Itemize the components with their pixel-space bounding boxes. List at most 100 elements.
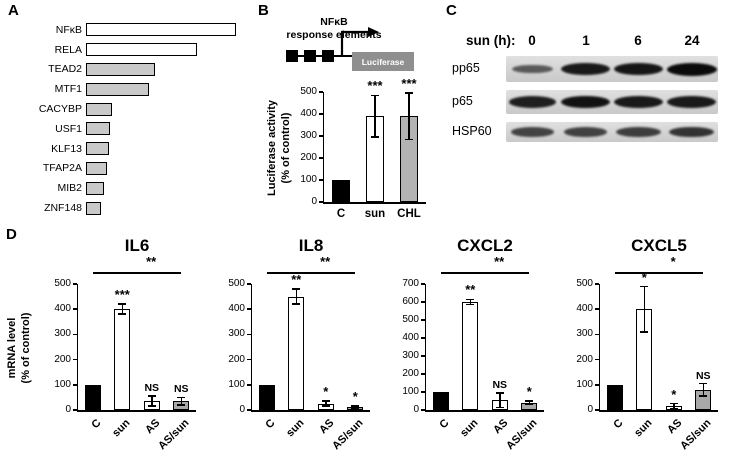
panel-b-label: B (258, 2, 269, 19)
bracket-significance-label: ** (494, 254, 505, 269)
response-element-box (304, 50, 316, 62)
y-tick (246, 384, 251, 386)
error-cap (371, 136, 379, 138)
bar-C (606, 384, 623, 410)
tf-row: KLF13 (24, 139, 250, 159)
tf-bar (86, 142, 109, 156)
blot-band (561, 62, 610, 76)
error-cap (495, 392, 504, 394)
y-tick-label: 100 (54, 378, 71, 390)
y-tick-label: 500 (300, 86, 317, 97)
tf-bar (86, 181, 104, 195)
y-tick (318, 201, 323, 203)
x-axis (76, 410, 196, 412)
blot-band (666, 62, 717, 76)
panel-d-y-axis-label-line1: mRNA level (6, 317, 18, 379)
timepoint-label: 0 (528, 33, 536, 48)
error-cap (495, 406, 504, 409)
y-tick-label: 0 (311, 196, 317, 207)
chart-title: CXCL5 (631, 236, 687, 255)
y-tick-label: 300 (54, 328, 71, 340)
blot-strip-pp65 (506, 56, 718, 82)
error-cap (351, 405, 360, 407)
y-tick (420, 373, 425, 375)
x-tick-label: sun (364, 208, 386, 220)
tf-bar (86, 62, 155, 76)
y-tick (420, 355, 425, 357)
panel-d-chart-cxcl2: CXCL2 0 100 200 300 400 500 600 700 C ** sun NS AS * AS… (382, 236, 552, 462)
tf-bar (86, 161, 107, 175)
bracket-significance-label: ** (320, 254, 331, 269)
chart-title: IL8 (298, 236, 324, 255)
y-tick-label: 0 (413, 404, 419, 415)
error-cap (466, 303, 475, 306)
tf-row: MTF1 (24, 79, 250, 99)
y-tick (420, 337, 425, 339)
y-tick (594, 409, 599, 411)
y-tick (318, 113, 323, 115)
y-tick (420, 391, 425, 393)
tf-label: CACYBP (38, 103, 82, 116)
error-bar (408, 93, 410, 140)
response-element-box (286, 50, 298, 62)
error-cap (640, 285, 649, 288)
y-tick (420, 409, 425, 411)
tf-bar (86, 102, 112, 116)
error-bar (469, 299, 471, 305)
significance-label: ** (465, 282, 476, 298)
error-cap (147, 395, 156, 397)
panel-d-y-axis-label-line2: (% of control) (19, 312, 32, 384)
error-bar (354, 406, 356, 409)
bar-C (332, 180, 350, 202)
error-bar (702, 383, 704, 397)
tf-label: NFκB (55, 23, 82, 36)
blot-band (508, 96, 557, 108)
y-tick-label: 500 (402, 314, 419, 325)
y-tick (318, 91, 323, 93)
blot-strip-hsp60 (506, 122, 718, 142)
y-tick-label: 200 (54, 353, 71, 365)
error-cap (292, 303, 301, 305)
y-tick-label: 200 (228, 353, 245, 365)
error-cap (292, 288, 301, 290)
error-cap (466, 298, 475, 301)
tf-label: MIB2 (57, 182, 82, 195)
y-tick-label: 200 (402, 368, 419, 379)
y-tick-label: 400 (300, 108, 317, 119)
error-cap (371, 94, 379, 97)
panel-a-label: A (8, 2, 19, 19)
y-tick-label: 100 (402, 386, 419, 397)
y-tick (72, 333, 77, 336)
y-axis (250, 284, 252, 412)
timepoint-label: 6 (634, 33, 642, 48)
tf-row: TFAP2A (24, 159, 250, 179)
tf-label: TEAD2 (48, 63, 82, 76)
panel-d-label: D (6, 226, 17, 243)
error-bar (151, 396, 153, 407)
bar-C (84, 384, 101, 410)
error-cap (118, 313, 127, 315)
error-cap (405, 92, 413, 94)
error-bar (325, 401, 327, 407)
error-cap (669, 402, 678, 405)
chart-title: CXCL2 (457, 236, 513, 255)
bracket-significance-label: ** (146, 254, 157, 269)
error-cap (699, 395, 708, 397)
error-bar (499, 392, 501, 408)
error-cap (321, 400, 330, 402)
y-tick (594, 283, 599, 285)
y-tick (594, 333, 599, 336)
y-tick-label: 200 (300, 152, 317, 163)
bracket-significance-label: * (670, 254, 676, 269)
significance-bracket (614, 272, 704, 274)
y-tick (594, 308, 599, 310)
y-tick-label: 400 (576, 303, 593, 315)
error-bar (673, 403, 675, 409)
panel-c-label: C (446, 2, 457, 19)
error-cap (405, 138, 413, 141)
error-bar (121, 304, 123, 315)
y-tick-label: 300 (300, 130, 317, 141)
error-bar (528, 401, 530, 405)
bar-C (258, 384, 275, 410)
blot-band (510, 127, 555, 137)
